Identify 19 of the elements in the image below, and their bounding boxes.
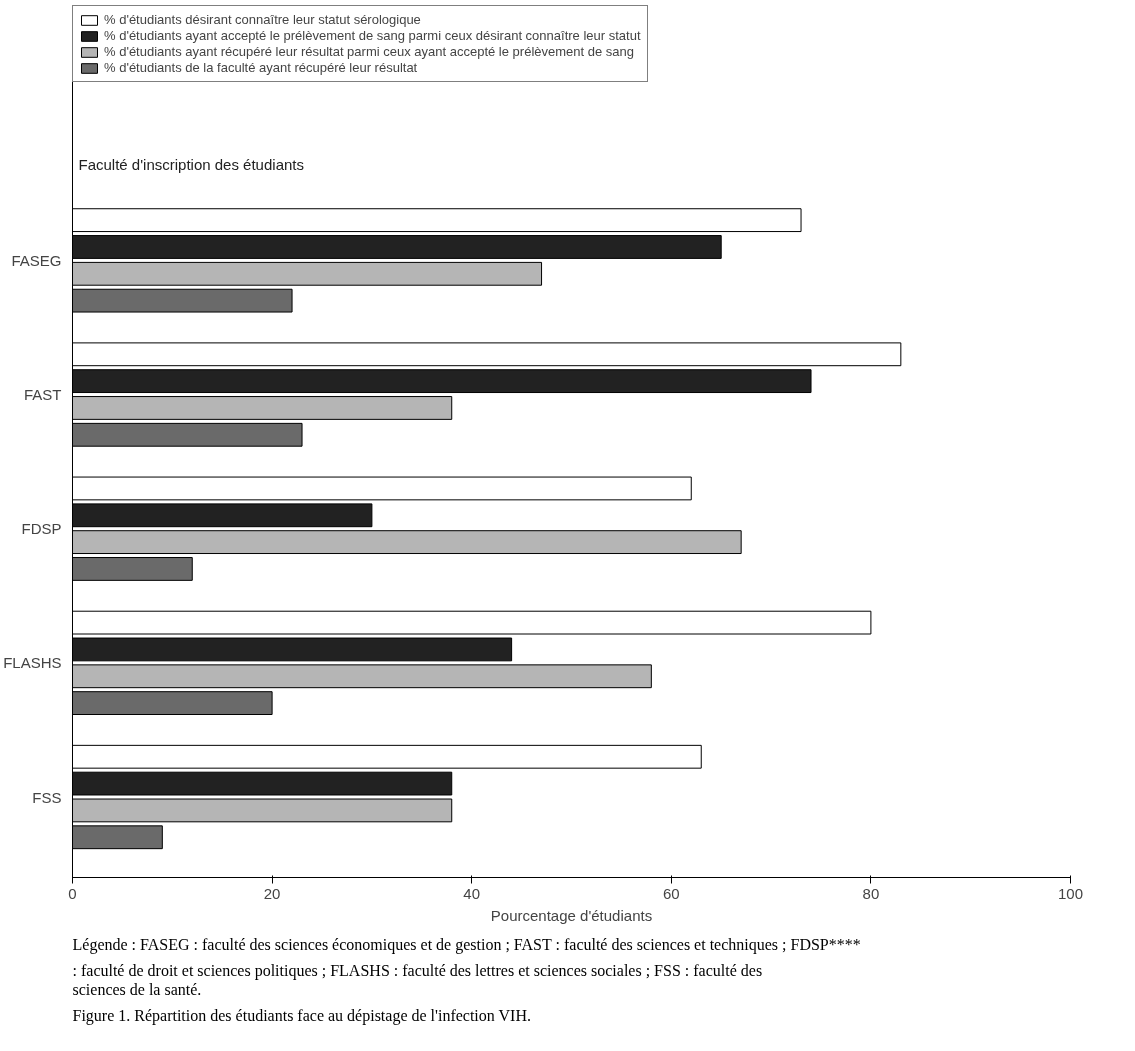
legend-label: % d'étudiants ayant récupéré leur résultat parmi ceux ayant accepté le prélèvement de sang	[104, 44, 635, 59]
y-axis-title: Faculté d'inscription des étudiants	[78, 156, 304, 174]
x-tick-label: 20	[263, 884, 281, 902]
y-tick-label: FAST	[23, 386, 62, 404]
x-tick-label: 60	[662, 884, 680, 902]
text: Légende : FASEG : faculté des sciences économiques et de gestion ; FAST : faculté des sciences et techniques ; FDSP**** : faculté de droit et sciences politiques ; FLASHS : faculté des lettres et sciences sociales ; FSS : faculté des sciences de la santé.	[72, 935, 861, 998]
y-tick-label: FLASHS	[3, 654, 62, 672]
legend-label: % d'étudiants de la faculté ayant récupéré leur résultat	[104, 60, 418, 75]
caption: Figure 1. Répartition des étudiants face au dépistage de l'infection VIH.	[72, 1006, 531, 1025]
x-axis-title: Pourcentage d'étudiants	[490, 906, 653, 924]
legend-label: % d'étudiants désirant connaître leur statut sérologique	[104, 12, 421, 27]
x-tick-label: 80	[862, 884, 880, 902]
x-tick-label: 0	[68, 884, 77, 902]
y-tick-label: FDSP	[21, 520, 62, 538]
x-tick-label: 40	[463, 884, 481, 902]
legend-label: % d'étudiants ayant accepté le prélèvement de sang parmi ceux désirant connaître leur statut	[104, 28, 641, 43]
x-tick-label: 100	[1057, 884, 1084, 902]
y-tick-label: FSS	[32, 788, 62, 806]
y-tick-label: FASEG	[11, 251, 62, 269]
